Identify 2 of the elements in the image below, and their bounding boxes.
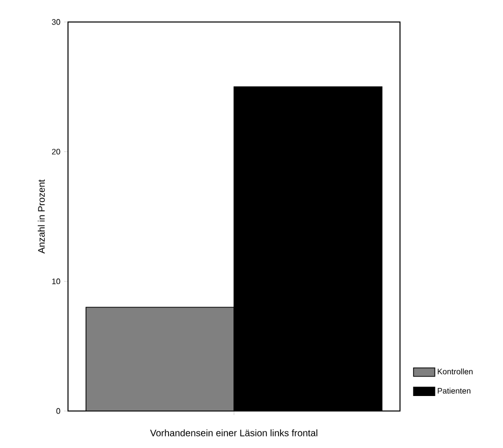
y-axis-title: Anzahl in Prozent — [38, 179, 45, 254]
x-axis-title: Vorhandensein einer Läsion links frontal — [150, 429, 318, 436]
